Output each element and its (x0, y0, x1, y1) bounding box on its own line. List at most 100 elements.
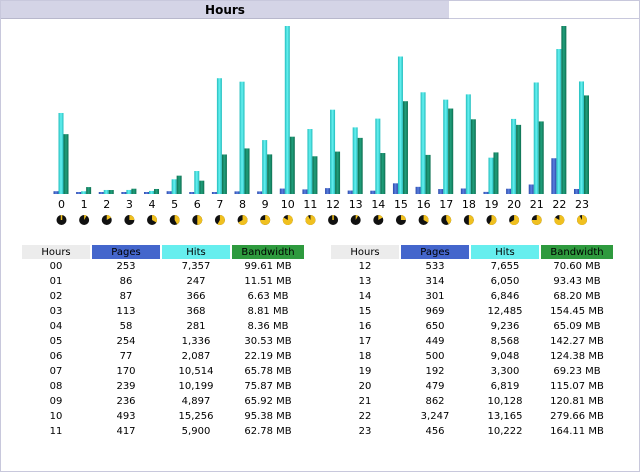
cell-pages: 449 (425, 336, 445, 347)
cell-bandwidth: 65.78 MB (244, 366, 292, 377)
cell-hour: 15 (358, 306, 372, 317)
bar-pages-16 (415, 186, 421, 194)
header-hits: Hits (162, 245, 230, 259)
table-row: 17 449 8,568 142.27 MB (331, 334, 613, 349)
table-row: 04 58 281 8.36 MB (22, 319, 304, 334)
hour-label-3: 3 (126, 198, 133, 211)
bar-hits-9 (262, 140, 268, 194)
cell-hits: 6,819 (490, 381, 520, 392)
hour-label-19: 19 (484, 198, 498, 211)
header-hours: Hours (331, 245, 399, 259)
cell-hour: 13 (358, 276, 372, 287)
bar-hits-12 (330, 109, 336, 194)
cell-bandwidth: 124.38 MB (550, 351, 604, 362)
table-row: 05 254 1,336 30.53 MB (22, 334, 304, 349)
table-header-row: Hours Pages Hits Bandwidth (22, 245, 304, 259)
bar-hits-3 (126, 189, 132, 194)
bar-hits-19 (488, 157, 494, 194)
cell-bandwidth: 62.78 MB (244, 426, 292, 437)
bar-pages-18 (460, 188, 466, 194)
bar-bandwidth-5 (176, 175, 182, 194)
table-row: 07 170 10,514 65.78 MB (22, 364, 304, 379)
hour-label-7: 7 (216, 198, 223, 211)
cell-hour: 07 (49, 366, 63, 377)
cell-hour: 10 (49, 411, 63, 422)
bar-bandwidth-16 (425, 154, 431, 194)
clock-hand-icon (400, 215, 406, 220)
cell-hour: 12 (358, 261, 372, 272)
bar-hits-21 (533, 82, 539, 194)
cell-pages: 862 (425, 396, 445, 407)
cell-hits: 368 (186, 306, 206, 317)
cell-hour: 09 (49, 396, 63, 407)
cell-hour: 14 (358, 291, 372, 302)
cell-hits: 1,336 (181, 336, 211, 347)
cell-pages: 493 (116, 411, 136, 422)
bar-bandwidth-19 (493, 152, 499, 194)
cell-hits: 247 (186, 276, 206, 287)
cell-pages: 254 (116, 336, 136, 347)
bar-bandwidth-20 (516, 124, 522, 194)
bar-bandwidth-1 (86, 187, 92, 194)
hour-label-10: 10 (281, 198, 295, 211)
bar-bandwidth-0 (63, 134, 69, 194)
cell-pages: 77 (119, 351, 133, 362)
bar-pages-1 (76, 192, 82, 194)
clock-hand-icon (282, 215, 293, 226)
panel-title-bar: Hours (1, 1, 449, 19)
bar-pages-23 (573, 188, 579, 194)
cell-bandwidth: 69.23 MB (553, 366, 601, 377)
cell-pages: 479 (425, 381, 445, 392)
cell-pages: 456 (425, 426, 445, 437)
hours-bar-chart: 0 1 2 3 4 5 6 7 8 9 10 11 12 13 14 15 16 17 18 19 20 21 22 23 (53, 26, 589, 226)
cell-hour: 21 (358, 396, 372, 407)
cell-pages: 236 (116, 396, 136, 407)
cell-pages: 239 (116, 381, 136, 392)
bar-pages-0 (53, 191, 59, 194)
cell-hits: 13,165 (487, 411, 523, 422)
cell-bandwidth: 95.38 MB (244, 411, 292, 422)
cell-bandwidth: 75.87 MB (244, 381, 292, 392)
table-row: 01 86 247 11.51 MB (22, 274, 304, 289)
cell-hour: 23 (358, 426, 372, 437)
cell-hour: 03 (49, 306, 63, 317)
cell-bandwidth: 30.53 MB (244, 336, 292, 347)
table-row: 20 479 6,819 115.07 MB (331, 379, 613, 394)
cell-bandwidth: 115.07 MB (550, 381, 604, 392)
header-pages: Pages (401, 245, 469, 259)
panel-title: Hours (205, 3, 245, 17)
hour-label-21: 21 (530, 198, 544, 211)
bar-bandwidth-12 (335, 151, 341, 194)
bar-hits-20 (511, 118, 517, 194)
header-bandwidth: Bandwidth (541, 245, 613, 259)
hour-label-4: 4 (149, 198, 156, 211)
cell-hits: 366 (186, 291, 206, 302)
cell-pages: 969 (425, 306, 445, 317)
bar-bandwidth-18 (470, 119, 476, 194)
hour-label-0: 0 (58, 198, 65, 211)
cell-hour: 02 (49, 291, 63, 302)
cell-hour: 04 (49, 321, 63, 332)
cell-hits: 10,514 (178, 366, 214, 377)
table-body-left: 00 253 7,357 99.61 MB 01 86 247 11.51 MB 02 87 366… (22, 259, 304, 439)
bar-hits-4 (149, 190, 155, 194)
bar-pages-22 (551, 158, 557, 194)
hour-label-1: 1 (81, 198, 88, 211)
cell-pages: 86 (119, 276, 133, 287)
cell-bandwidth: 8.36 MB (247, 321, 289, 332)
cell-pages: 533 (425, 261, 445, 272)
clock-hand-icon (305, 215, 316, 226)
cell-hour: 00 (49, 261, 63, 272)
table-row: 16 650 9,236 65.09 MB (331, 319, 613, 334)
bar-hits-15 (397, 56, 403, 194)
cell-hour: 22 (358, 411, 372, 422)
bar-pages-3 (121, 192, 127, 194)
header-hits: Hits (471, 245, 539, 259)
hour-label-23: 23 (575, 198, 589, 211)
bar-bandwidth-2 (108, 190, 114, 194)
cell-bandwidth: 65.09 MB (553, 321, 601, 332)
bar-bandwidth-23 (583, 95, 589, 194)
cell-hour: 05 (49, 336, 63, 347)
bar-hits-7 (216, 78, 222, 194)
table-body-right: 12 533 7,655 70.60 MB 13 314 6,050 93.43 MB 14 30… (331, 259, 613, 439)
